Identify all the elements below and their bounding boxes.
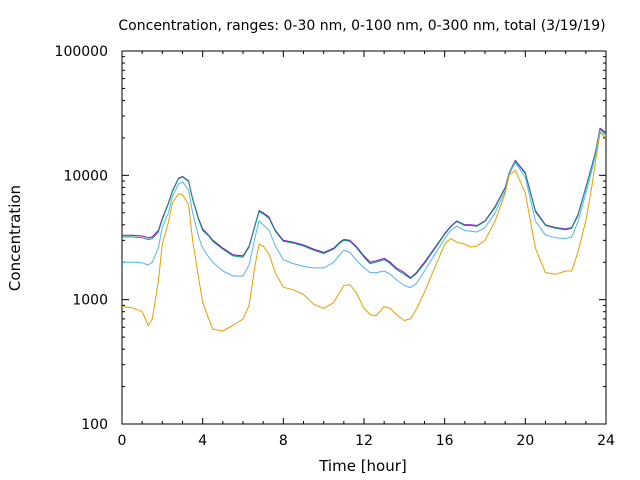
- y-tick-label: 10000: [63, 168, 108, 184]
- x-axis: 0 4 8 12 16 20 24: [118, 51, 615, 449]
- chart-title: Concentration, ranges: 0-30 nm, 0-100 nm…: [118, 18, 605, 34]
- x-tick-label: 12: [355, 433, 373, 449]
- x-tick-label: 20: [516, 433, 534, 449]
- y-tick-label: 100: [81, 417, 108, 433]
- series-line-4: [121, 132, 607, 332]
- x-tick-label: 8: [279, 433, 288, 449]
- y-axis: 100 1000 10000 100000: [55, 44, 606, 433]
- series-line-3: [122, 131, 607, 289]
- y-tick-label: 100000: [55, 44, 108, 60]
- x-axis-label: Time [hour]: [318, 457, 407, 475]
- x-tick-label: 4: [198, 433, 207, 449]
- y-axis-label: Concentration: [6, 185, 24, 291]
- x-tick-label: 16: [436, 433, 454, 449]
- y-tick-label: 1000: [72, 293, 108, 309]
- x-tick-label: 0: [118, 433, 127, 449]
- plot-series: [121, 127, 607, 332]
- series-line-2: [122, 128, 607, 279]
- x-tick-label: 24: [597, 433, 615, 449]
